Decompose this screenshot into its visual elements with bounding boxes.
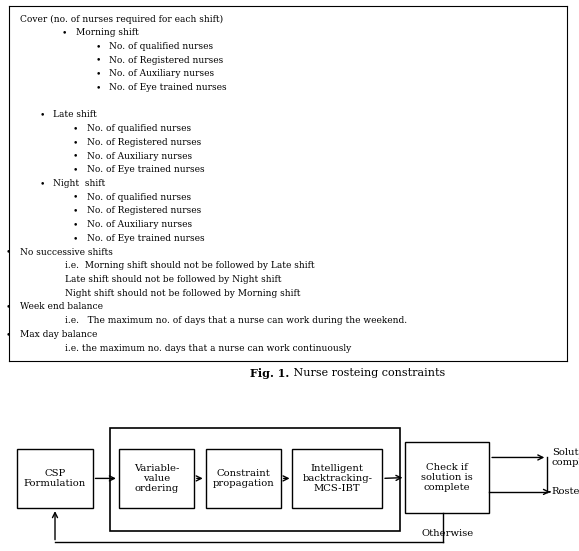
Text: No. of Eye trained nurses: No. of Eye trained nurses: [87, 165, 204, 174]
Text: •: •: [73, 138, 78, 147]
Text: No. of Auxiliary nurses: No. of Auxiliary nurses: [87, 220, 192, 229]
Text: No. of qualified nurses: No. of qualified nurses: [87, 124, 191, 133]
Text: •: •: [73, 152, 78, 160]
Text: Nurse rosteing constraints: Nurse rosteing constraints: [290, 368, 445, 379]
Text: Max day balance: Max day balance: [20, 330, 97, 339]
Text: Variable-
value
ordering: Variable- value ordering: [134, 463, 179, 493]
Text: Otherwise: Otherwise: [421, 529, 474, 538]
Text: •: •: [73, 165, 78, 174]
Text: •: •: [73, 207, 78, 215]
Text: No. of Registered nurses: No. of Registered nurses: [87, 207, 201, 215]
Text: Week end balance: Week end balance: [20, 302, 103, 311]
Bar: [292, 449, 382, 508]
Text: Night  shift: Night shift: [53, 179, 105, 188]
Text: CSP
Formulation: CSP Formulation: [24, 469, 86, 488]
Text: •: •: [96, 69, 101, 78]
Text: Late shift should not be followed by Night shift: Late shift should not be followed by Nig…: [65, 275, 281, 284]
Text: No. of Registered nurses: No. of Registered nurses: [87, 138, 201, 147]
Text: •: •: [73, 193, 78, 202]
Text: No. of qualified nurses: No. of qualified nurses: [87, 193, 191, 202]
Text: Late shift: Late shift: [53, 110, 97, 120]
Bar: [110, 428, 400, 531]
Bar: [17, 449, 93, 508]
Bar: [119, 449, 194, 508]
Text: •: •: [96, 83, 101, 92]
Text: •: •: [73, 124, 78, 133]
Text: Check if
solution is
complete: Check if solution is complete: [422, 463, 473, 493]
Text: Fig. 1.: Fig. 1.: [250, 368, 290, 379]
Text: i.e. the maximum no. days that a nurse can work continuously: i.e. the maximum no. days that a nurse c…: [65, 344, 351, 353]
Text: •: •: [96, 56, 101, 64]
Text: Intelligent
backtracking-
MCS-IBT: Intelligent backtracking- MCS-IBT: [302, 463, 372, 493]
Text: No. of Registered nurses: No. of Registered nurses: [109, 56, 223, 64]
Text: i.e.  Morning shift should not be followed by Late shift: i.e. Morning shift should not be followe…: [65, 261, 314, 271]
Text: No successive shifts: No successive shifts: [20, 247, 113, 257]
Text: •: •: [73, 220, 78, 229]
Text: Morning shift: Morning shift: [76, 28, 138, 37]
Text: Roster: Roster: [552, 488, 579, 496]
Text: No. of Auxiliary nurses: No. of Auxiliary nurses: [87, 152, 192, 160]
Text: •: •: [39, 110, 45, 120]
Text: No. of Eye trained nurses: No. of Eye trained nurses: [87, 234, 204, 243]
Text: •: •: [6, 247, 11, 257]
Text: No. of qualified nurses: No. of qualified nurses: [109, 42, 214, 51]
Text: Night shift should not be followed by Morning shift: Night shift should not be followed by Mo…: [65, 289, 300, 298]
Text: •: •: [96, 42, 101, 51]
Bar: [405, 442, 489, 514]
Text: Cover (no. of nurses required for each shift): Cover (no. of nurses required for each s…: [20, 14, 223, 24]
Text: •: •: [39, 179, 45, 188]
Text: Constraint
propagation: Constraint propagation: [212, 469, 274, 488]
Text: •: •: [62, 28, 67, 37]
Text: •: •: [6, 302, 11, 311]
Text: i.e.   The maximum no. of days that a nurse can work during the weekend.: i.e. The maximum no. of days that a nurs…: [65, 316, 406, 325]
Text: Solution
complete: Solution complete: [552, 448, 579, 467]
Bar: [206, 449, 281, 508]
Text: •: •: [6, 330, 11, 339]
Text: No. of Eye trained nurses: No. of Eye trained nurses: [109, 83, 227, 92]
Text: No. of Auxiliary nurses: No. of Auxiliary nurses: [109, 69, 214, 78]
Text: •: •: [73, 234, 78, 243]
